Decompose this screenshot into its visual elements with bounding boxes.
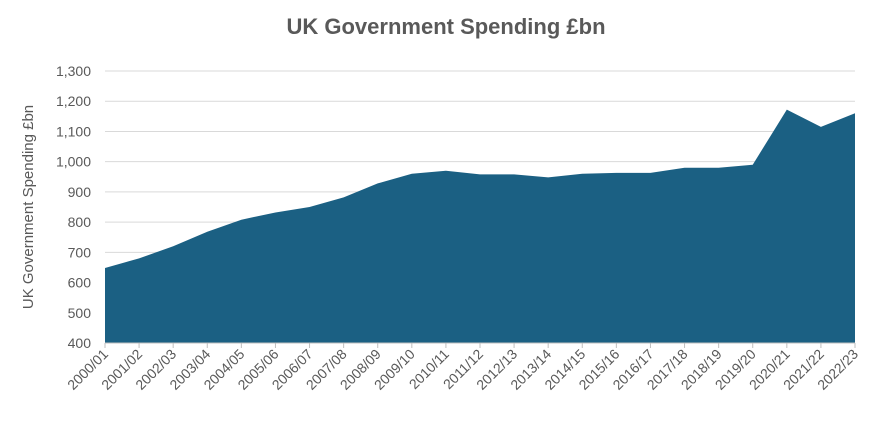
y-tick-label: 1,000 <box>56 154 91 170</box>
y-tick-label: 600 <box>68 275 92 291</box>
y-tick-label: 1,200 <box>56 93 91 109</box>
y-tick-label: 800 <box>68 214 92 230</box>
series-area <box>105 109 855 343</box>
chart-title: UK Government Spending £bn <box>286 14 606 39</box>
y-tick-label: 1,300 <box>56 63 91 79</box>
y-tick-label: 400 <box>68 335 92 351</box>
y-tick-label: 1,100 <box>56 123 91 139</box>
y-axis-label: UK Government Spending £bn <box>20 105 37 309</box>
y-tick-label: 700 <box>68 244 92 260</box>
y-tick-label: 900 <box>68 184 92 200</box>
y-tick-label: 500 <box>68 305 92 321</box>
